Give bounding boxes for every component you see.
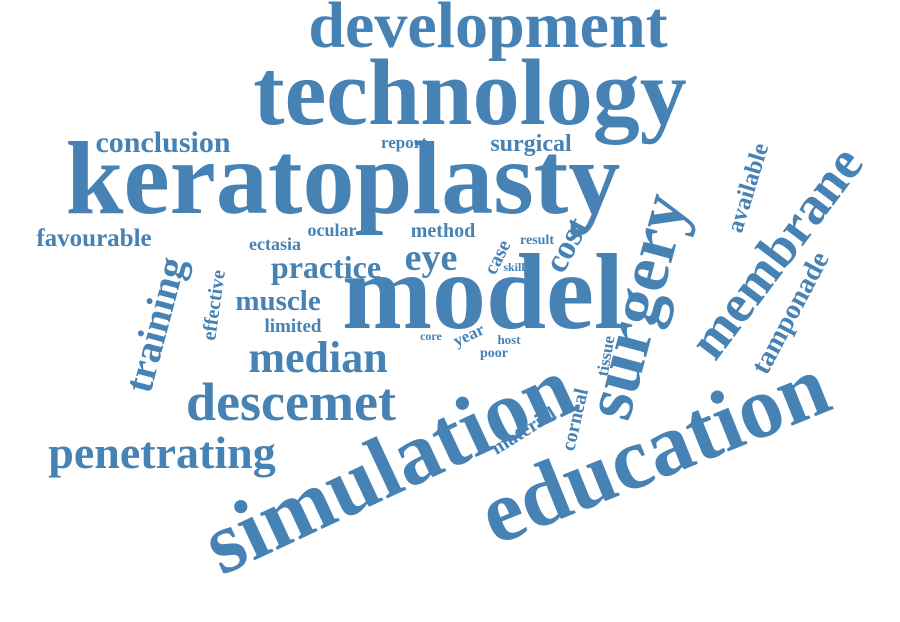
word-descemet: descemet	[186, 372, 396, 432]
word-favourable: favourable	[36, 225, 151, 252]
word-effective: effective	[198, 268, 230, 342]
word-muscle: muscle	[235, 285, 321, 317]
word-eye: eye	[405, 237, 458, 279]
word-method: method	[411, 220, 475, 242]
word-model: model	[342, 233, 624, 352]
word-ocular: ocular	[308, 220, 357, 240]
word-development: development	[308, 0, 667, 62]
word-result: result	[520, 233, 554, 248]
word-conclusion: conclusion	[95, 126, 230, 159]
word-penetrating: penetrating	[48, 427, 275, 478]
word-report: report	[381, 133, 427, 152]
word-practice: practice	[271, 249, 381, 285]
word-keratoplasty: keratoplasty	[66, 121, 621, 236]
word-core: core	[420, 329, 442, 343]
word-surgical: surgical	[490, 131, 572, 157]
word-training: training	[115, 252, 194, 397]
word-limited: limited	[265, 316, 322, 337]
word-median: median	[248, 333, 387, 382]
word-technology: technology	[253, 41, 686, 145]
word-skill: skill	[503, 260, 525, 274]
word-ectasia: ectasia	[249, 234, 301, 254]
word-host: host	[497, 332, 521, 347]
word-poor: poor	[480, 346, 508, 361]
